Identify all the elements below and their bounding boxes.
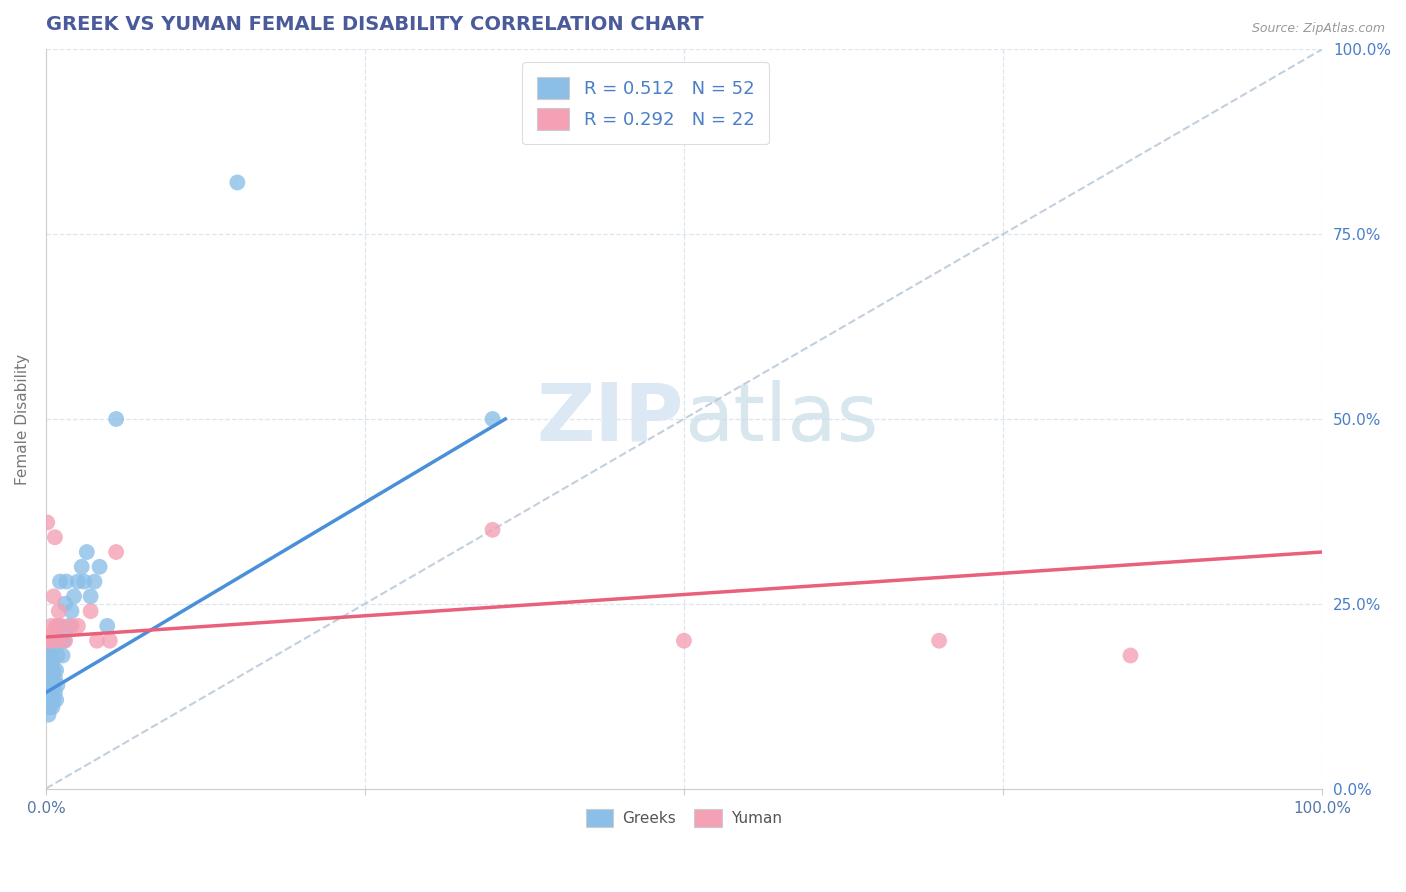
Point [55, 574, 77, 589]
Point [39, 619, 62, 633]
Point [38, 641, 60, 656]
Point [41, 671, 63, 685]
Point [38, 656, 60, 670]
Point [37, 693, 59, 707]
Point [83, 574, 105, 589]
Point [39, 678, 62, 692]
Y-axis label: Female Disability: Female Disability [15, 353, 30, 484]
Point [48, 619, 70, 633]
Point [41, 685, 63, 699]
Point [73, 574, 96, 589]
Point [38, 663, 60, 677]
Point [79, 590, 101, 604]
Point [105, 412, 128, 426]
Point [41, 626, 63, 640]
Point [672, 633, 695, 648]
Legend: Greeks, Yuman: Greeks, Yuman [576, 799, 792, 837]
Point [63, 590, 86, 604]
Point [38, 678, 60, 692]
Point [42, 590, 65, 604]
Point [481, 412, 503, 426]
Point [42, 678, 65, 692]
Point [58, 619, 80, 633]
Point [226, 176, 249, 190]
Point [37, 678, 59, 692]
Point [44, 530, 66, 544]
Point [60, 619, 83, 633]
Point [38, 648, 60, 663]
Point [46, 648, 69, 663]
Point [105, 545, 128, 559]
Point [51, 648, 73, 663]
Point [38, 671, 60, 685]
Point [45, 663, 67, 677]
Point [42, 693, 65, 707]
Point [41, 656, 63, 670]
Point [48, 604, 70, 618]
Point [96, 619, 118, 633]
Point [38, 700, 60, 714]
Point [51, 619, 73, 633]
Point [38, 693, 60, 707]
Point [44, 671, 66, 685]
Point [53, 633, 76, 648]
Point [46, 633, 69, 648]
Point [39, 693, 62, 707]
Text: Source: ZipAtlas.com: Source: ZipAtlas.com [1251, 22, 1385, 36]
Point [46, 678, 69, 692]
Point [60, 604, 83, 618]
Point [86, 633, 108, 648]
Point [98, 633, 121, 648]
Point [76, 545, 98, 559]
Text: GREEK VS YUMAN FEMALE DISABILITY CORRELATION CHART: GREEK VS YUMAN FEMALE DISABILITY CORRELA… [46, 15, 703, 34]
Point [44, 685, 66, 699]
Point [45, 693, 67, 707]
Point [38, 633, 60, 648]
Point [1119, 648, 1142, 663]
Point [38, 707, 60, 722]
Text: ZIP: ZIP [537, 380, 683, 458]
Point [52, 633, 75, 648]
Point [37, 685, 59, 699]
Point [38, 685, 60, 699]
Point [49, 574, 72, 589]
Point [48, 633, 70, 648]
Point [79, 604, 101, 618]
Point [51, 633, 73, 648]
Point [66, 574, 89, 589]
Point [53, 597, 76, 611]
Point [928, 633, 950, 648]
Point [39, 663, 62, 677]
Text: atlas: atlas [683, 380, 879, 458]
Point [37, 516, 59, 530]
Point [89, 559, 111, 574]
Point [481, 523, 503, 537]
Point [39, 648, 62, 663]
Point [70, 559, 93, 574]
Point [38, 633, 60, 648]
Point [66, 619, 89, 633]
Point [45, 619, 67, 633]
Point [41, 700, 63, 714]
Point [42, 663, 65, 677]
